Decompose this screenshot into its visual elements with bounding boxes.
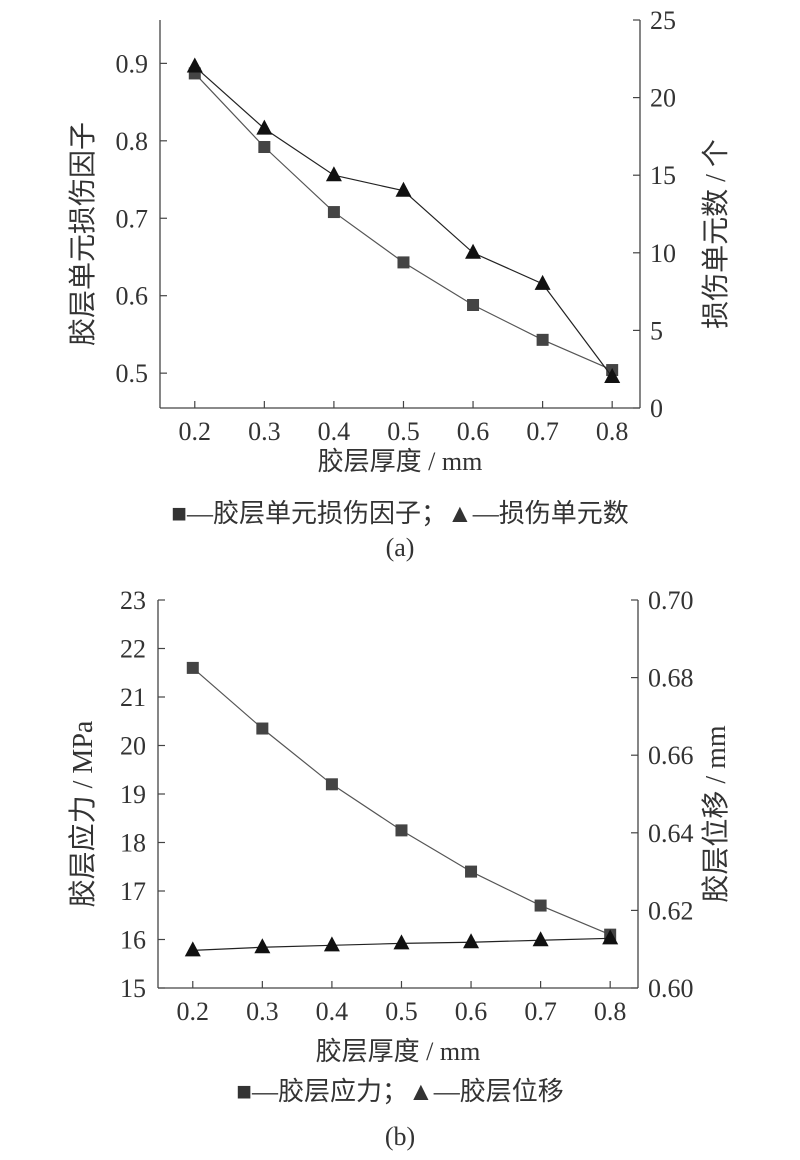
y-tick-label-left: 20 [120,732,146,761]
data-point-triangle [256,119,273,135]
y-tick-label-right: 0 [650,394,663,423]
y-tick-label-left: 0.5 [116,359,149,388]
legend: ■—胶层单元损伤因子；▲—损伤单元数 [171,499,628,528]
y-tick-label-left: 0.9 [116,49,149,78]
data-point-triangle [393,934,410,950]
y-tick-label-left: 0.8 [116,127,149,156]
x-tick-label: 0.8 [596,417,629,446]
y-tick-label-right: 0.60 [648,974,694,1003]
data-point-square [397,256,410,269]
data-point-triangle [604,367,621,383]
x-tick-label: 0.4 [318,417,351,446]
y-axis-label-left: 胶层应力 / MPa [67,720,99,907]
y-tick-label-right: 0.68 [648,664,694,693]
y-tick-label-left: 0.7 [116,204,149,233]
y-tick-label-left: 19 [120,780,146,809]
x-axis-label: 胶层厚度 / mm [318,447,483,476]
y-tick-label-left: 22 [120,635,146,664]
y-tick-label-left: 0.6 [116,282,149,311]
data-point-triangle [254,938,271,954]
data-point-square [186,661,199,674]
x-axis-label: 胶层厚度 / mm [316,1037,481,1066]
y-tick-label-left: 21 [120,683,146,712]
data-point-square [395,824,408,837]
y-axis-label-left: 胶层单元损伤因子 [67,122,99,346]
caption: (a) [386,533,415,562]
data-point-triangle [323,936,340,952]
chart-a: 0.2 0.3 0.4 0.5 0.6 0.7 0.8 0.5 0.6 0.7 0.8 0.9 0 5 10… [67,6,732,562]
x-tick-label: 0.6 [455,997,488,1026]
x-tick-label: 0.7 [526,417,559,446]
y-tick-label-right: 10 [650,239,676,268]
x-tick-label: 0.6 [457,417,490,446]
data-point-triangle [602,929,619,945]
data-point-triangle [325,166,342,182]
series-line-square [192,667,611,936]
data-point-square [465,865,478,878]
series-line-square [194,73,613,371]
y-tick-label-right: 25 [650,6,676,35]
data-point-square [325,778,338,791]
x-tick-label: 0.3 [246,997,279,1026]
x-tick-label: 0.5 [387,417,420,446]
data-point-triangle [463,933,480,949]
x-tick-label: 0.7 [524,997,557,1026]
x-tick-label: 0.3 [248,417,281,446]
data-point-triangle [395,181,412,197]
legend: ■—胶层应力；▲—胶层位移 [236,1077,563,1106]
y-tick-label-left: 18 [120,829,146,858]
y-tick-label-right: 0.66 [648,741,694,770]
x-tick-label: 0.5 [385,997,418,1026]
data-point-square [536,333,549,346]
y-tick-label-right: 15 [650,161,676,190]
y-tick-label-right: 0.70 [648,586,694,615]
x-tick-label: 0.8 [594,997,627,1026]
data-point-triangle [186,57,203,73]
data-point-triangle [532,931,549,947]
y-tick-label-left: 23 [120,586,146,615]
y-tick-label-right: 20 [650,84,676,113]
data-point-triangle [534,274,551,290]
data-point-triangle [184,941,201,957]
data-point-square [534,899,547,912]
caption: (b) [385,1122,415,1151]
chart-b: 0.2 0.3 0.4 0.5 0.6 0.7 0.8 15 16 17 18 19 20 21 22 23 0… [67,586,732,1151]
x-tick-label: 0.2 [179,417,212,446]
data-point-square [256,722,269,735]
data-point-square [258,141,271,154]
y-tick-label-left: 16 [120,926,146,955]
y-tick-label-right: 0.62 [648,896,694,925]
y-tick-label-right: 5 [650,316,663,345]
data-point-triangle [465,243,482,259]
y-tick-label-left: 17 [120,877,146,906]
series-line-triangle [194,66,613,378]
x-tick-label: 0.2 [177,997,210,1026]
y-tick-label-right: 0.64 [648,819,694,848]
x-tick-label: 0.4 [316,997,349,1026]
y-axis-label-right: 损伤单元数 / 个 [700,139,732,329]
data-point-square [467,298,480,311]
data-point-square [327,206,340,219]
y-tick-label-left: 15 [120,974,146,1003]
y-axis-label-right: 胶层位移 / mm [700,725,732,903]
